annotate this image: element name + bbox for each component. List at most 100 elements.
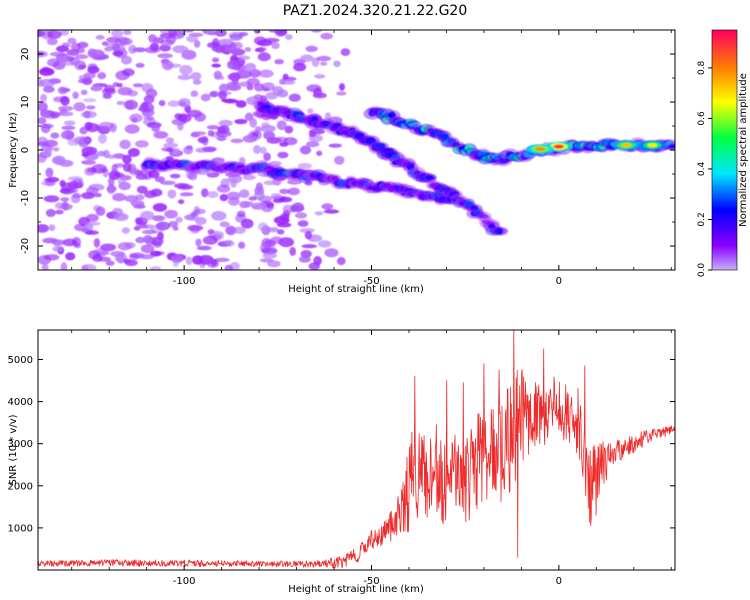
x-tick-label: -50 <box>363 576 379 587</box>
spectral-blob <box>294 212 308 219</box>
spectral-blob <box>647 143 658 148</box>
spectral-blob <box>140 244 155 254</box>
spectral-blob <box>262 252 278 259</box>
spectral-blob <box>172 147 181 155</box>
spectral-blob <box>108 176 115 187</box>
spectral-blob <box>104 46 114 52</box>
snr-x-axis-label: Height of straight line (km) <box>288 584 424 595</box>
spectral-blob <box>248 196 257 201</box>
snr-frame <box>37 329 676 571</box>
spectral-blob <box>197 136 208 144</box>
colorbar-tick-label: 0.6 <box>697 111 707 126</box>
spectral-blob <box>270 236 283 244</box>
spectral-blob <box>496 227 503 235</box>
spectral-blob <box>78 78 92 84</box>
spectral-blob <box>47 58 61 67</box>
spectral-blob <box>159 44 171 52</box>
spectral-blob <box>106 184 116 194</box>
spectral-blob <box>253 83 265 92</box>
spectral-blob <box>61 125 76 130</box>
spectral-blob <box>195 238 202 247</box>
spectral-blob <box>132 83 144 88</box>
spectral-blob <box>317 240 332 248</box>
spectral-blob <box>135 236 146 244</box>
spectral-blob <box>67 37 77 44</box>
spectral-blob <box>150 266 161 270</box>
spectral-blob <box>258 69 274 78</box>
spectral-blob <box>111 30 124 38</box>
spectral-blob <box>122 258 132 264</box>
spectral-blob <box>38 224 49 233</box>
spectral-blob <box>293 62 307 72</box>
spectral-blob <box>212 57 220 63</box>
spectral-blob <box>218 90 227 100</box>
spectral-blob <box>122 154 132 164</box>
spectral-blob <box>282 204 294 214</box>
spectral-blob <box>194 208 206 215</box>
spectral-blob <box>161 147 173 152</box>
spectral-blob <box>323 209 340 214</box>
spectral-blob <box>44 146 53 156</box>
spectral-blob <box>83 98 97 103</box>
spectral-blob <box>127 90 138 97</box>
spectral-blob <box>216 184 231 193</box>
snr-y-axis-label: SNR (10 * v/v) <box>8 414 19 485</box>
spectral-blob <box>54 202 65 209</box>
spectral-blob <box>316 55 332 62</box>
spectral-blob <box>324 112 332 120</box>
spectral-blob <box>90 85 103 92</box>
spectral-blob <box>73 102 86 112</box>
spectral-blob <box>60 262 68 270</box>
spectral-blob <box>234 118 248 125</box>
spectral-blob <box>116 83 123 88</box>
spectral-blob <box>178 98 191 108</box>
spectral-blob <box>52 246 64 252</box>
spectral-blob <box>277 151 289 159</box>
spectral-blob <box>314 74 326 79</box>
y-tick-label: 1000 <box>8 523 33 534</box>
spectral-blob <box>115 70 130 81</box>
spectral-blob <box>240 218 254 229</box>
x-tick-label: 0 <box>556 576 562 587</box>
spectral-blob <box>263 152 271 162</box>
spectral-blob <box>305 45 318 52</box>
spectral-blob <box>121 55 132 65</box>
spectral-blob <box>50 132 60 139</box>
spectral-blob <box>148 170 160 179</box>
spectral-blob <box>113 153 125 159</box>
spectrogram-y-axis-label: Frequency (Hz) <box>8 112 19 188</box>
spectral-blob <box>191 131 207 136</box>
y-tick-label: -20 <box>20 238 31 254</box>
spectral-blob <box>45 167 54 178</box>
spectral-blob <box>299 255 311 263</box>
spectral-blob <box>237 55 251 61</box>
spectral-blob <box>128 44 137 54</box>
x-tick-label: -50 <box>363 276 379 287</box>
spectral-blob <box>46 176 60 183</box>
spectral-blob <box>306 141 320 148</box>
spectral-blob <box>314 211 324 216</box>
spectral-blob <box>321 203 334 210</box>
spectral-blob <box>320 61 328 66</box>
spectral-blob <box>290 205 305 212</box>
spectral-blob <box>57 105 74 112</box>
spectral-blob <box>224 239 234 245</box>
spectral-blob <box>40 93 47 103</box>
spectral-blob <box>279 141 289 147</box>
y-tick-label: 10 <box>20 96 31 109</box>
spectral-blob <box>195 216 207 226</box>
spectral-blob <box>141 101 149 110</box>
colorbar-label: Normalized spectral amplitude <box>738 73 749 227</box>
spectral-blob <box>114 36 130 46</box>
spectral-blob <box>668 144 675 149</box>
x-tick-label: 0 <box>556 276 562 287</box>
spectral-blob <box>177 74 192 81</box>
spectral-blob <box>38 102 48 112</box>
spectral-blob <box>277 89 289 98</box>
spectral-blob <box>201 188 209 198</box>
spectral-blob <box>52 155 66 166</box>
spectral-blob <box>150 250 162 257</box>
spectral-blob <box>289 246 297 256</box>
colorbar-gradient <box>711 29 738 271</box>
